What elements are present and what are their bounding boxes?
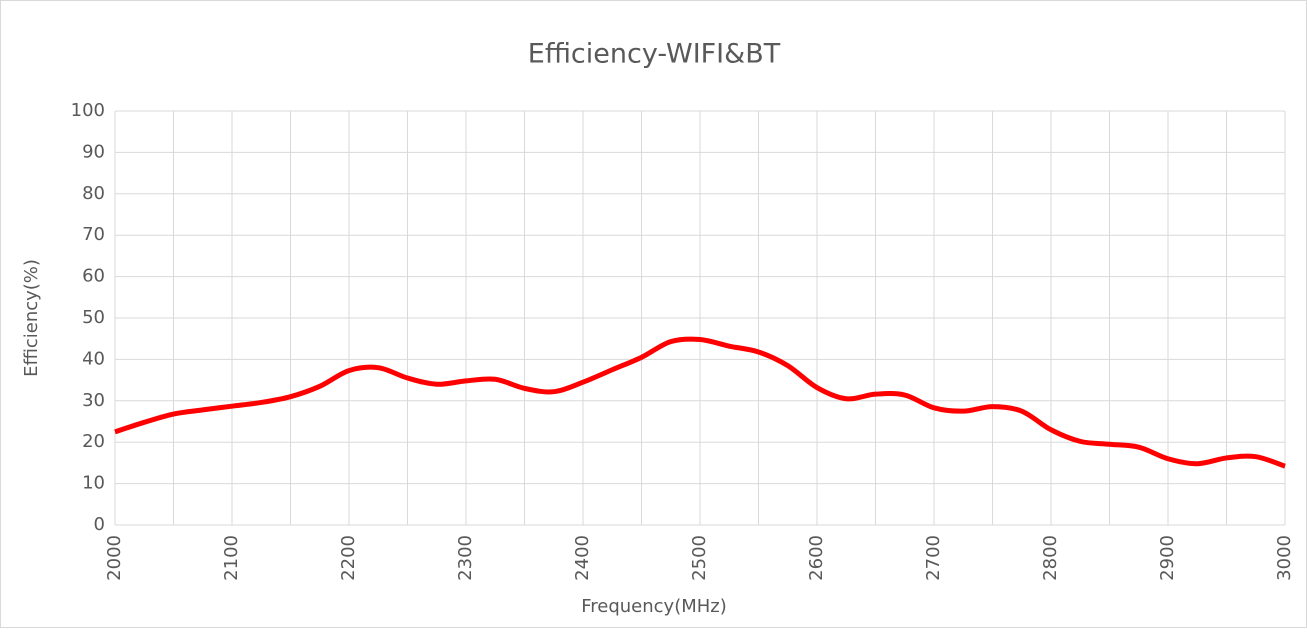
y-tick-label: 100	[71, 100, 105, 121]
x-tick-label: 2200	[338, 535, 359, 581]
x-tick-label: 2100	[221, 535, 242, 581]
x-axis-label: Frequency(MHz)	[581, 596, 727, 617]
y-tick-label: 0	[94, 514, 105, 535]
y-axis-label: Efficiency(%)	[21, 259, 42, 377]
x-tick-label: 2600	[806, 535, 827, 581]
y-tick-label: 10	[82, 473, 105, 494]
y-tick-label: 70	[82, 224, 105, 245]
x-tick-label: 3000	[1274, 535, 1295, 581]
x-tick-label: 2800	[1040, 535, 1061, 581]
y-tick-label: 90	[82, 141, 105, 162]
line-series	[114, 336, 1286, 469]
y-tick-label: 30	[82, 390, 105, 411]
x-tick-label: 2400	[572, 535, 593, 581]
y-tick-label: 80	[82, 183, 105, 204]
x-tick-label: 2500	[689, 535, 710, 581]
y-tick-label: 20	[82, 431, 105, 452]
y-tick-label: 40	[82, 348, 105, 369]
y-tick-label: 50	[82, 307, 105, 328]
x-tick-label: 2000	[104, 535, 125, 581]
x-tick-label: 2700	[923, 535, 944, 581]
x-tick-label: 2900	[1157, 535, 1178, 581]
chart-title: Efficiency-WIFI&BT	[528, 39, 781, 70]
x-tick-label: 2300	[455, 535, 476, 581]
y-tick-label: 60	[82, 266, 105, 287]
